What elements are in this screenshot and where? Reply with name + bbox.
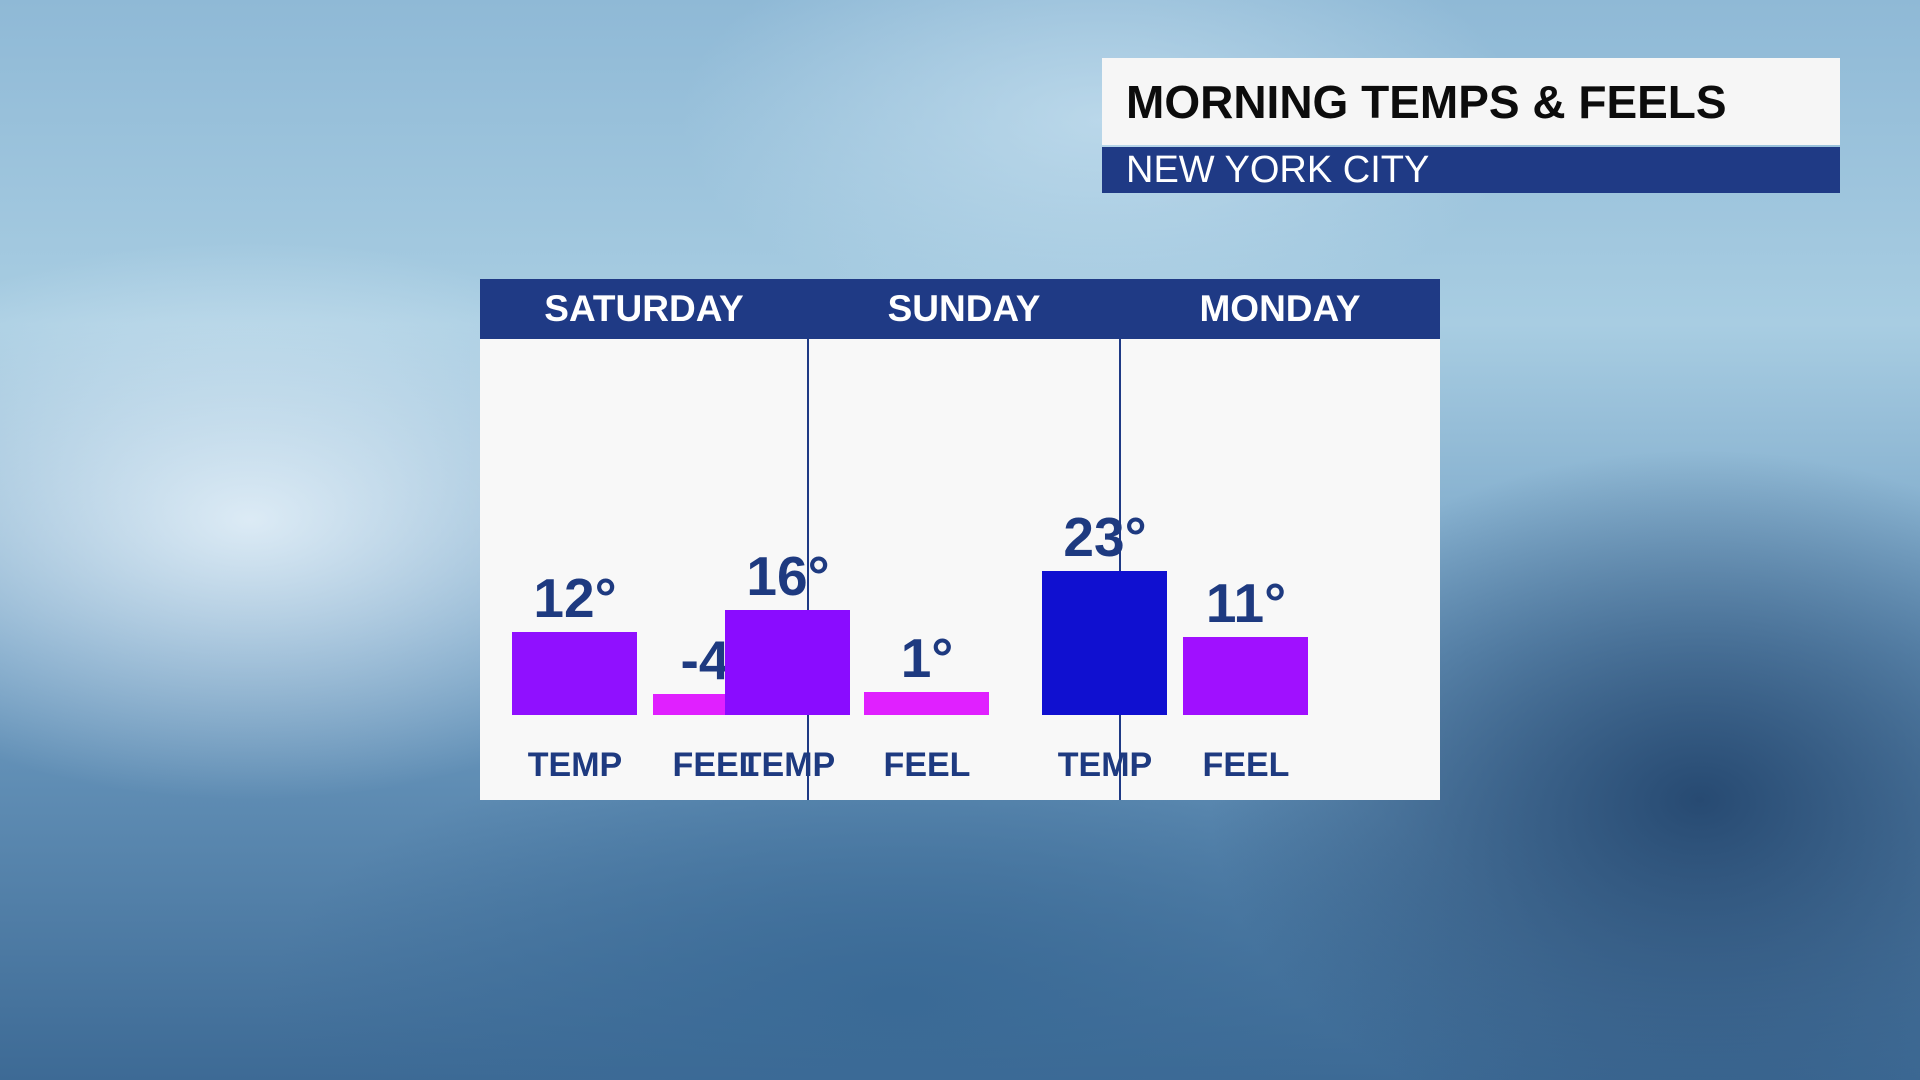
bar-category-label: FEEL: [1202, 746, 1290, 784]
bar-category-label: TEMP: [1057, 746, 1153, 784]
day-header: [480, 279, 1440, 339]
bar-temp: [1042, 571, 1167, 715]
data-label: 11°: [1205, 572, 1287, 635]
bar-temp: [512, 631, 637, 715]
day-label: SUNDAY: [887, 288, 1041, 329]
divider: [807, 339, 809, 800]
bar-category-label: TEMP: [527, 746, 623, 784]
data-label: 23°: [1063, 506, 1147, 569]
day-label: SATURDAY: [544, 288, 744, 329]
bar-feel: [1183, 637, 1308, 715]
chart-title: MORNING TEMPS & FEELS: [1102, 58, 1840, 145]
bar-category-label: TEMP: [740, 746, 836, 784]
bar-temp: [725, 609, 850, 715]
bar-feel: [864, 692, 989, 715]
data-label: 12°: [533, 566, 617, 629]
day-label: MONDAY: [1199, 288, 1361, 329]
data-label: 1°: [900, 627, 954, 690]
data-label: 16°: [746, 544, 830, 607]
chart-subtitle: NEW YORK CITY: [1102, 147, 1840, 193]
chart-panel: SATURDAY 12° TEMP -4° FEEL SUNDAY 16° TEMP 1° FEE…: [480, 279, 1440, 800]
divider: [1119, 339, 1121, 800]
bar-category-label: FEEL: [672, 746, 760, 784]
bar-category-label: FEEL: [883, 746, 971, 784]
